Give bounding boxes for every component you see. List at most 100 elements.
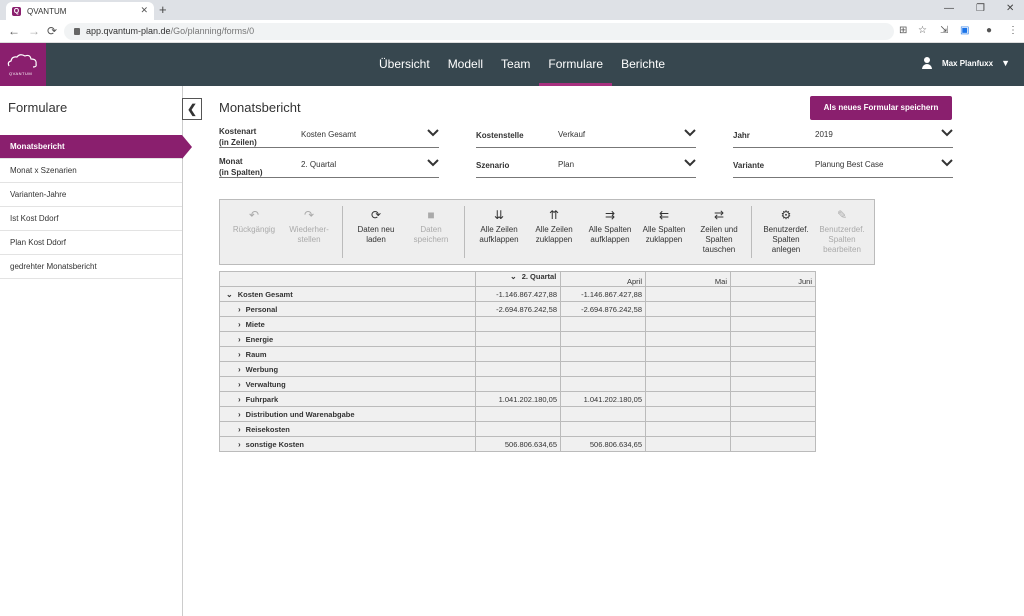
grid-cell[interactable]: -1.146.867.427,88 [475, 286, 561, 302]
translate-icon[interactable]: ⊞ [899, 25, 908, 36]
chevron-right-icon[interactable]: › [238, 409, 241, 419]
grid-cell[interactable] [475, 331, 561, 347]
grid-cell[interactable] [560, 316, 646, 332]
menu-dots-icon[interactable]: ⋮ [1008, 25, 1018, 36]
row-label[interactable]: › Verwaltung [219, 376, 476, 392]
grid-cell[interactable] [645, 346, 731, 362]
close-tab-icon[interactable]: ✕ [140, 5, 148, 15]
grid-cell[interactable]: 1.041.202.180,05 [560, 391, 646, 407]
expand-all-rows-button[interactable]: ⇊ Alle Zeilen aufklappen [472, 200, 526, 264]
nav-uebersicht[interactable]: Übersicht [379, 57, 430, 71]
nav-formulare[interactable]: Formulare [539, 43, 612, 86]
grid-cell[interactable] [560, 406, 646, 422]
extension-icon[interactable]: ⇲ [940, 25, 949, 36]
chevron-right-icon[interactable]: › [238, 439, 241, 449]
chevron-right-icon[interactable]: › [238, 424, 241, 434]
row-label[interactable]: › Distribution und Warenabgabe [219, 406, 476, 422]
grid-cell[interactable] [730, 391, 816, 407]
chevron-right-icon[interactable]: › [238, 334, 241, 344]
sidebar-item-monatsbericht[interactable]: Monatsbericht [0, 135, 192, 159]
grid-cell[interactable] [560, 421, 646, 437]
new-tab-icon[interactable]: + [159, 2, 167, 17]
sidebar-item-monat-x-szenarien[interactable]: Monat x Szenarien [0, 159, 182, 183]
grid-cell[interactable] [560, 361, 646, 377]
grid-cell[interactable]: -2.694.876.242,58 [475, 301, 561, 317]
filter-monat[interactable]: Monat (in Spalten) 2. Quartal [219, 156, 439, 178]
grid-cell[interactable] [645, 421, 731, 437]
row-label[interactable]: › Personal [219, 301, 476, 317]
grid-cell[interactable] [645, 391, 731, 407]
grid-cell[interactable] [645, 361, 731, 377]
add-custom-columns-button[interactable]: ⚙ Benutzerdef. Spalten anlegen [758, 200, 814, 264]
collapse-all-rows-button[interactable]: ⇈ Alle Zeilen zuklappen [528, 200, 580, 264]
grid-cell[interactable] [475, 361, 561, 377]
grid-cell[interactable] [475, 421, 561, 437]
grid-cell[interactable] [730, 331, 816, 347]
chevron-right-icon[interactable]: › [238, 364, 241, 374]
chevron-right-icon[interactable]: › [238, 319, 241, 329]
chevron-right-icon[interactable]: › [238, 349, 241, 359]
grid-cell[interactable] [730, 436, 816, 452]
grid-cell[interactable] [645, 316, 731, 332]
grid-cell[interactable] [475, 406, 561, 422]
collapse-sidebar-button[interactable]: ❮ [182, 98, 202, 120]
save-as-new-form-button[interactable]: Als neues Formular speichern [810, 96, 952, 120]
bookmark-star-icon[interactable]: ☆ [918, 25, 927, 36]
grid-cell[interactable] [645, 301, 731, 317]
grid-cell[interactable] [730, 316, 816, 332]
grid-cell[interactable] [560, 376, 646, 392]
qvantum-logo[interactable]: QVANTUM [0, 43, 46, 86]
sidebar-item-plan-kost-ddorf[interactable]: Plan Kost Ddorf [0, 231, 182, 255]
profile-icon[interactable]: ● [986, 25, 993, 36]
row-label[interactable]: › Raum [219, 346, 476, 362]
reload-data-button[interactable]: ⟳ Daten neu laden [350, 200, 402, 264]
grid-cell[interactable]: -1.146.867.427,88 [560, 286, 646, 302]
grid-cell[interactable] [645, 436, 731, 452]
filter-kostenstelle[interactable]: Kostenstelle Verkauf [476, 126, 696, 148]
back-icon[interactable]: ← [8, 24, 20, 38]
row-label[interactable]: › Energie [219, 331, 476, 347]
grid-cell[interactable] [645, 286, 731, 302]
grid-cell[interactable]: 506.806.634,65 [560, 436, 646, 452]
grid-cell[interactable] [645, 406, 731, 422]
undo-button[interactable]: ↶ Rückgängig [228, 200, 280, 264]
redo-button[interactable]: ↷ Wiederher-stellen [284, 200, 334, 264]
collapse-all-columns-button[interactable]: ⇇ Alle Spalten zuklappen [638, 200, 690, 264]
grid-cell[interactable] [560, 346, 646, 362]
grid-cell[interactable] [475, 316, 561, 332]
grid-cell[interactable] [730, 376, 816, 392]
expand-all-columns-button[interactable]: ⇉ Alle Spalten aufklappen [582, 200, 638, 264]
grid-cell[interactable] [475, 376, 561, 392]
row-label[interactable]: › sonstige Kosten [219, 436, 476, 452]
sidebar-item-gedrehter-monatsbericht[interactable]: gedrehter Monatsbericht [0, 255, 182, 279]
filter-szenario[interactable]: Szenario Plan [476, 156, 696, 178]
grid-cell[interactable] [730, 301, 816, 317]
grid-cell[interactable] [645, 331, 731, 347]
nav-berichte[interactable]: Berichte [621, 57, 666, 71]
grid-cell[interactable] [730, 421, 816, 437]
swap-rows-columns-button[interactable]: ⇄ Zeilen und Spalten tauschen [694, 200, 744, 264]
nav-modell[interactable]: Modell [447, 57, 484, 71]
grid-cell[interactable] [560, 331, 646, 347]
edit-custom-columns-button[interactable]: ✎ Benutzerdef. Spalten bearbeiten [814, 200, 870, 264]
chevron-right-icon[interactable]: › [238, 304, 241, 314]
nav-team[interactable]: Team [501, 57, 531, 71]
row-label[interactable]: › Werbung [219, 361, 476, 377]
extension2-icon[interactable]: ▣ [960, 25, 970, 36]
filter-jahr[interactable]: Jahr 2019 [733, 126, 953, 148]
user-menu[interactable]: Max Planfuxx ▼ [921, 57, 1010, 69]
close-window-icon[interactable]: ✕ [1006, 3, 1015, 14]
sidebar-item-ist-kost-ddorf[interactable]: Ist Kost Ddorf [0, 207, 182, 231]
row-label[interactable]: › Miete [219, 316, 476, 332]
grid-cell[interactable] [730, 361, 816, 377]
row-label[interactable]: › Fuhrpark [219, 391, 476, 407]
grid-cell[interactable] [475, 346, 561, 362]
grid-cell[interactable] [730, 406, 816, 422]
filter-kostenart[interactable]: Kostenart (in Zeilen) Kosten Gesamt [219, 126, 439, 148]
grid-cell[interactable] [645, 376, 731, 392]
sidebar-item-varianten-jahre[interactable]: Varianten-Jahre [0, 183, 182, 207]
reload-page-icon[interactable]: ⟳ [47, 24, 58, 38]
minimize-icon[interactable]: — [944, 3, 954, 14]
forward-icon[interactable]: → [28, 24, 40, 38]
browser-tab[interactable]: Q QVANTUM ✕ [6, 2, 154, 20]
